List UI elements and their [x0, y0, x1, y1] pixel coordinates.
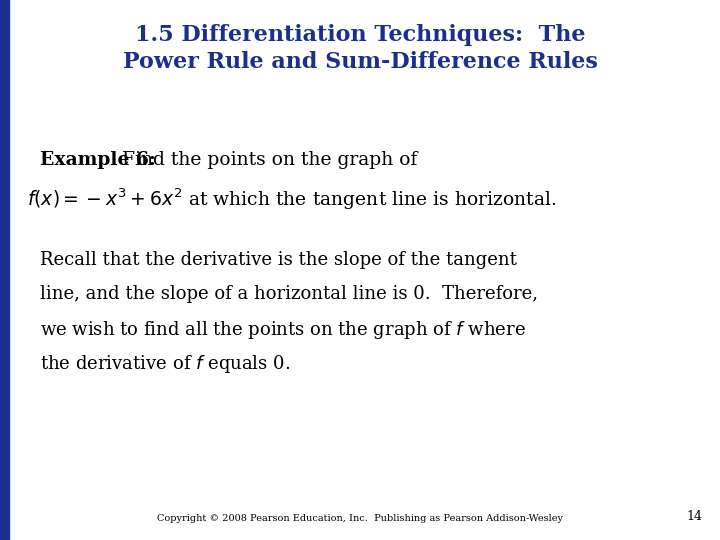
Text: Copyright © 2008 Pearson Education, Inc.  Publishing as Pearson Addison-Wesley: Copyright © 2008 Pearson Education, Inc.… — [157, 514, 563, 523]
Bar — [0, 0, 9, 540]
Text: 1.5 Differentiation Techniques:  The
Power Rule and Sum-Difference Rules: 1.5 Differentiation Techniques: The Powe… — [122, 24, 598, 73]
Text: Find the points on the graph of: Find the points on the graph of — [110, 151, 418, 169]
Text: Recall that the derivative is the slope of the tangent: Recall that the derivative is the slope … — [40, 251, 516, 269]
Text: 14: 14 — [686, 510, 702, 523]
Text: line, and the slope of a horizontal line is 0.  Therefore,: line, and the slope of a horizontal line… — [40, 285, 538, 303]
Text: the derivative of $f$ equals 0.: the derivative of $f$ equals 0. — [40, 353, 290, 375]
Text: $f(x) = -x^3 + 6x^2$ at which the tangent line is horizontal.: $f(x) = -x^3 + 6x^2$ at which the tangen… — [27, 186, 557, 212]
Text: Example 6:: Example 6: — [40, 151, 156, 169]
Text: we wish to find all the points on the graph of $f$ where: we wish to find all the points on the gr… — [40, 319, 526, 341]
